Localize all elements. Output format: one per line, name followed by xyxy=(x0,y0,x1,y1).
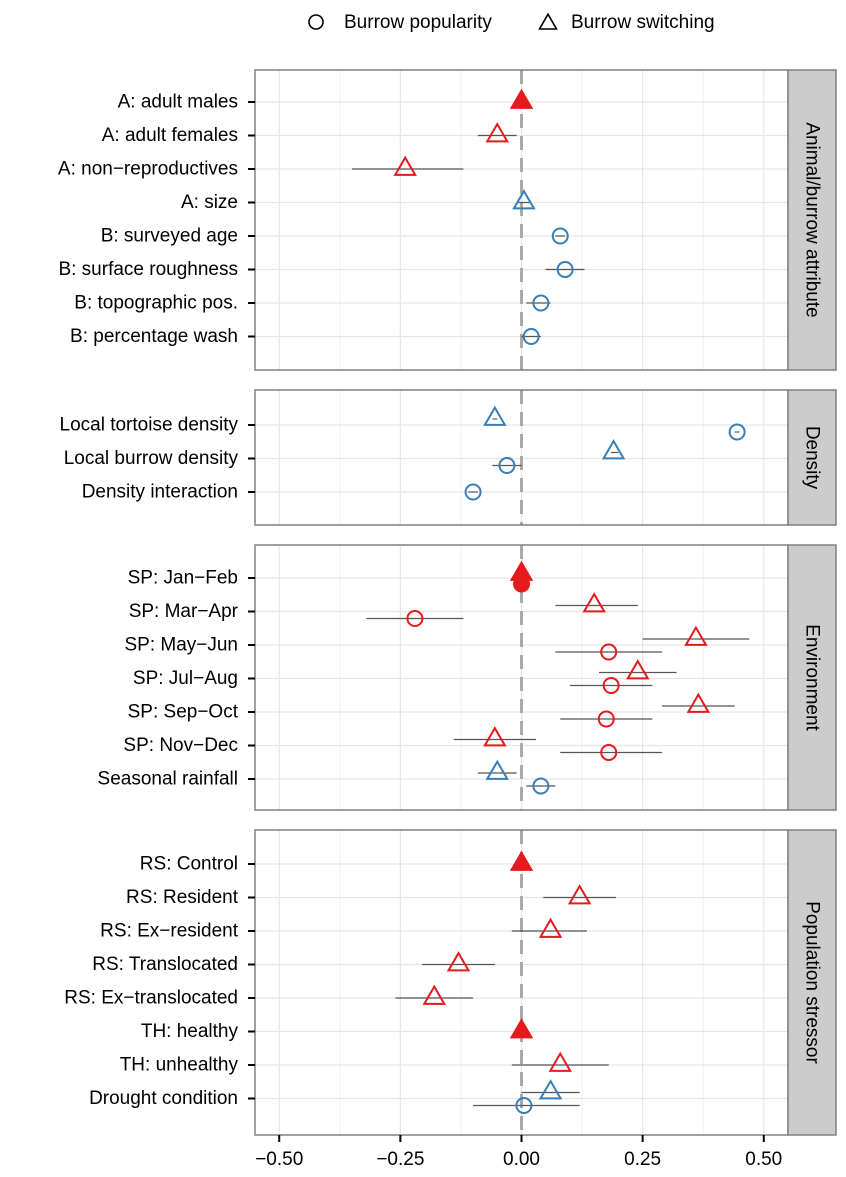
popularity-point xyxy=(464,483,482,501)
popularity-point xyxy=(522,328,540,345)
switching-point xyxy=(601,439,626,460)
popularity-point xyxy=(532,777,550,795)
y-tick-label: B: surface roughness xyxy=(58,259,238,280)
popularity-point xyxy=(728,423,746,441)
popularity-point xyxy=(551,227,569,245)
facet-strip-label: Animal/burrow attribute xyxy=(802,122,823,317)
switching-point xyxy=(446,951,471,972)
popularity-point xyxy=(556,261,574,278)
x-tick-label: 0.50 xyxy=(745,1149,782,1170)
facet-strip-label: Density xyxy=(802,426,823,490)
legend-label-switching: Burrow switching xyxy=(571,12,715,33)
switching-point xyxy=(684,625,708,646)
switching-point xyxy=(485,759,510,780)
y-tick-label: RS: Translocated xyxy=(92,954,238,975)
popularity-point xyxy=(513,575,530,593)
y-tick-label: A: size xyxy=(181,192,238,213)
switching-point xyxy=(582,592,606,613)
x-tick-label: −0.50 xyxy=(255,1149,303,1170)
y-tick-label: RS: Control xyxy=(140,854,238,875)
switching-point xyxy=(686,692,711,713)
popularity-point xyxy=(498,457,516,474)
y-tick-label: Local tortoise density xyxy=(60,415,239,436)
facet-strip-label: Environment xyxy=(802,624,823,731)
popularity-point xyxy=(597,710,615,728)
switching-point xyxy=(483,405,507,426)
y-tick-label: RS: Resident xyxy=(126,887,239,908)
facet-strip xyxy=(787,829,837,1136)
legend-label-popularity: Burrow popularity xyxy=(344,12,492,33)
popularity-point xyxy=(600,744,618,761)
y-tick-label: SP: Sep−Oct xyxy=(128,702,239,723)
y-tick-label: A: adult females xyxy=(102,125,238,146)
popularity-point xyxy=(515,1097,533,1114)
switching-point xyxy=(509,1018,534,1039)
switching-point xyxy=(626,659,650,680)
facet-strip xyxy=(787,69,837,371)
facet-strip-label: Population stressor xyxy=(802,901,823,1064)
y-tick-label: TH: healthy xyxy=(141,1021,239,1042)
y-tick-label: Local burrow density xyxy=(64,448,239,469)
y-tick-label: SP: Jan−Feb xyxy=(128,568,238,589)
y-tick-label: SP: Mar−Apr xyxy=(129,601,239,622)
y-tick-label: Drought condition xyxy=(89,1088,238,1109)
popularity-point xyxy=(406,610,424,627)
switching-point xyxy=(509,850,534,871)
legend-triangle-icon xyxy=(538,12,558,30)
popularity-point xyxy=(602,677,620,694)
switching-point xyxy=(538,1079,563,1100)
facet-strip xyxy=(787,544,837,811)
legend-circle-icon xyxy=(308,14,324,30)
y-tick-label: SP: Jul−Aug xyxy=(133,668,238,689)
y-tick-label: B: surveyed age xyxy=(101,226,238,247)
switching-point xyxy=(548,1051,572,1072)
y-tick-label: RS: Ex−translocated xyxy=(64,988,238,1009)
switching-point xyxy=(512,189,536,210)
switching-point xyxy=(483,726,507,747)
switching-point xyxy=(485,122,510,143)
switching-point xyxy=(393,155,417,176)
y-tick-label: Seasonal rainfall xyxy=(98,769,238,790)
y-tick-label: SP: May−Jun xyxy=(124,635,238,656)
y-tick-label: A: adult males xyxy=(118,92,238,113)
switching-point xyxy=(567,884,592,905)
switching-point xyxy=(422,984,447,1005)
y-tick-label: TH: unhealthy xyxy=(120,1055,239,1076)
y-tick-label: Density interaction xyxy=(82,482,238,503)
x-tick-label: −0.25 xyxy=(376,1149,424,1170)
switching-point xyxy=(538,917,563,938)
y-tick-label: RS: Ex−resident xyxy=(100,921,239,942)
facet-strip xyxy=(787,389,837,526)
x-tick-label: 0.00 xyxy=(503,1149,540,1170)
x-tick-label: 0.25 xyxy=(624,1149,661,1170)
y-tick-label: B: topographic pos. xyxy=(74,293,238,314)
y-tick-label: SP: Nov−Dec xyxy=(123,735,238,756)
popularity-point xyxy=(532,294,550,312)
popularity-point xyxy=(600,643,618,661)
y-tick-label: A: non−reproductives xyxy=(58,159,238,180)
y-tick-label: B: percentage wash xyxy=(70,326,238,347)
switching-point xyxy=(509,88,534,109)
